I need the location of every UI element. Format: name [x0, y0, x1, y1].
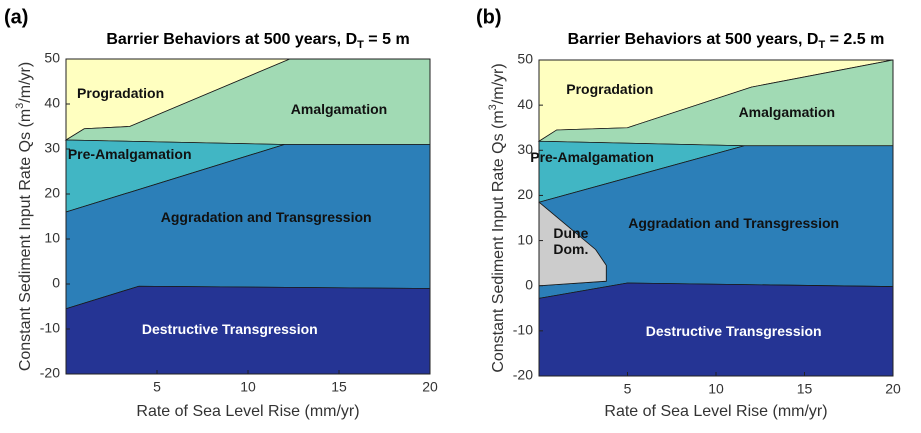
region-label: Destructive Transgression — [645, 322, 822, 339]
y-tick-label: -10 — [40, 320, 60, 336]
region-label-box: Amalgamation — [738, 103, 836, 120]
y-tick-label: 20 — [517, 186, 533, 202]
y-tick-label: 40 — [517, 96, 533, 112]
region-label-box: Dune Dom. — [553, 224, 589, 257]
region-label: Amalgamation — [290, 100, 388, 117]
y-label-sup: 3 — [14, 103, 26, 109]
region-label: Progradation — [77, 84, 165, 101]
title-end: = 5 m — [364, 31, 410, 48]
x-tick-label: 15 — [797, 381, 813, 397]
region-label: Aggradation and Transgression — [160, 208, 372, 225]
y-tick-label: -10 — [513, 322, 533, 338]
title-end: = 2.5 m — [825, 31, 884, 48]
y-label-main: Constant Sediment Input Rate Qs (m — [17, 109, 34, 371]
x-tick-label: 20 — [422, 379, 438, 395]
y-tick-label: 30 — [517, 141, 533, 157]
y-tick-label: 50 — [517, 51, 533, 67]
title-sub: T — [357, 39, 364, 51]
region-label: Amalgamation — [738, 103, 836, 120]
x-tick-label: 10 — [240, 379, 256, 395]
y-axis-label: Constant Sediment Input Rate Qs (m3/m/yr… — [487, 63, 507, 372]
y-tick-label: 0 — [52, 275, 60, 291]
y-tick-label: 40 — [44, 95, 60, 111]
region-label-box: Pre-Amalgamation — [530, 149, 654, 166]
region-label-box: Pre-Amalgamation — [67, 145, 192, 162]
region-label-box: Amalgamation — [290, 100, 388, 117]
y-tick-label: 0 — [525, 276, 533, 292]
region-label-box: Progradation — [77, 84, 165, 101]
region-label-box: Destructive Transgression — [141, 321, 318, 337]
y-tick-label: 10 — [44, 230, 60, 246]
region-label-box: Progradation — [566, 81, 654, 98]
y-tick-label: 30 — [44, 140, 60, 156]
region-label-box: Aggradation and Transgression — [628, 214, 840, 231]
title-sub: T — [818, 39, 825, 51]
y-label-end: /m/yr) — [17, 62, 34, 103]
x-tick-label: 10 — [708, 381, 724, 397]
title-main: Barrier Behaviors at 500 years, D — [106, 31, 357, 48]
y-tick-label: 20 — [44, 185, 60, 201]
region-label: Dune Dom. — [553, 224, 589, 257]
y-label-sup: 3 — [487, 104, 499, 110]
x-axis-label: Rate of Sea Level Rise (mm/yr) — [604, 403, 827, 420]
panel-label: (a) — [4, 6, 28, 28]
y-axis-label: Constant Sediment Input Rate Qs (m3/m/yr… — [14, 62, 34, 371]
title-main: Barrier Behaviors at 500 years, D — [568, 31, 819, 48]
y-label-end: /m/yr) — [490, 63, 507, 104]
x-tick-label: 20 — [885, 381, 901, 397]
y-tick-label: 10 — [517, 231, 533, 247]
chart-title: Barrier Behaviors at 500 years, DT = 5 m — [106, 31, 409, 51]
x-axis-label: Rate of Sea Level Rise (mm/yr) — [136, 403, 359, 420]
panel-label: (b) — [476, 6, 502, 28]
region-label: Aggradation and Transgression — [628, 214, 840, 231]
x-tick-label: 5 — [624, 381, 632, 397]
region-label-box: Aggradation and Transgression — [160, 208, 372, 225]
chart-title: Barrier Behaviors at 500 years, DT = 2.5… — [568, 31, 885, 51]
y-tick-label: 50 — [44, 50, 60, 66]
y-tick-label: -20 — [40, 365, 60, 381]
region-label-box: Destructive Transgression — [645, 322, 822, 339]
region-label: Destructive Transgression — [141, 321, 318, 337]
y-label-main: Constant Sediment Input Rate Qs (m — [490, 110, 507, 372]
region-label: Progradation — [566, 81, 654, 98]
region-label: Pre-Amalgamation — [67, 145, 192, 162]
region-label: Pre-Amalgamation — [530, 149, 654, 166]
x-tick-label: 15 — [331, 379, 347, 395]
y-tick-label: -20 — [513, 367, 533, 383]
x-tick-label: 5 — [153, 379, 161, 395]
